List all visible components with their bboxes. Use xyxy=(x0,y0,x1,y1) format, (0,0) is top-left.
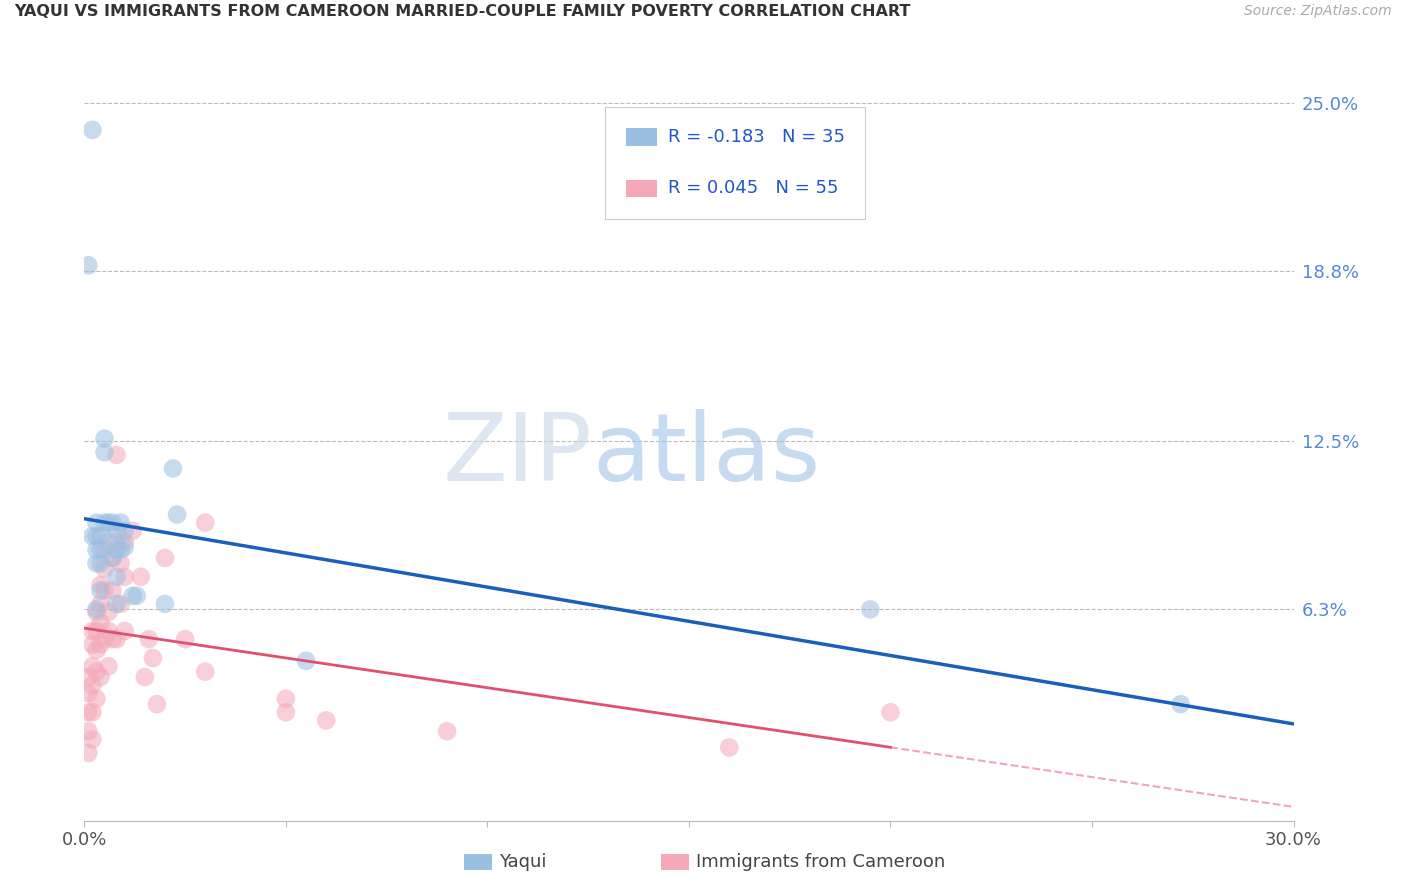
Point xyxy=(153,597,176,611)
Point xyxy=(86,665,108,679)
Point xyxy=(105,534,128,549)
Point xyxy=(295,654,318,668)
Point xyxy=(162,461,184,475)
Point xyxy=(101,583,124,598)
Point xyxy=(97,534,120,549)
Point xyxy=(86,556,108,570)
Point xyxy=(101,550,124,565)
Point xyxy=(89,583,111,598)
Point xyxy=(86,691,108,706)
Point xyxy=(82,624,104,638)
Point xyxy=(89,578,111,592)
Point xyxy=(105,570,128,584)
Point xyxy=(97,605,120,619)
Point xyxy=(86,542,108,557)
Point xyxy=(77,686,100,700)
Text: YAQUI VS IMMIGRANTS FROM CAMEROON MARRIED-COUPLE FAMILY POVERTY CORRELATION CHAR: YAQUI VS IMMIGRANTS FROM CAMEROON MARRIE… xyxy=(14,4,911,20)
Point xyxy=(89,542,111,557)
Point xyxy=(89,638,111,652)
Point xyxy=(77,724,100,739)
Point xyxy=(82,529,104,543)
Point xyxy=(97,516,120,530)
Point xyxy=(110,516,132,530)
Point xyxy=(82,123,104,137)
Point xyxy=(93,632,115,647)
Point xyxy=(121,589,143,603)
Point xyxy=(315,714,337,728)
Point xyxy=(110,542,132,557)
Point xyxy=(436,724,458,739)
Point xyxy=(93,432,115,446)
Point xyxy=(194,516,217,530)
Point xyxy=(114,540,136,554)
Point xyxy=(89,556,111,570)
Point xyxy=(138,632,160,647)
Point xyxy=(153,550,176,565)
Point xyxy=(93,445,115,459)
Point xyxy=(82,706,104,720)
Point xyxy=(101,550,124,565)
Point xyxy=(110,597,132,611)
Point xyxy=(114,534,136,549)
Point xyxy=(105,632,128,647)
Point xyxy=(146,697,169,711)
Point xyxy=(82,732,104,747)
Point xyxy=(101,516,124,530)
Text: atlas: atlas xyxy=(592,409,821,501)
Point xyxy=(105,597,128,611)
Point xyxy=(82,678,104,692)
Point xyxy=(86,529,108,543)
Text: ZIP: ZIP xyxy=(443,409,592,501)
Text: Yaqui: Yaqui xyxy=(499,853,547,871)
Point xyxy=(86,516,108,530)
Point xyxy=(110,556,132,570)
Point xyxy=(77,258,100,272)
Point xyxy=(105,448,128,462)
Point xyxy=(134,670,156,684)
Point xyxy=(77,670,100,684)
Text: R = 0.045   N = 55: R = 0.045 N = 55 xyxy=(668,179,838,197)
Point xyxy=(114,570,136,584)
Point xyxy=(105,542,128,557)
Point xyxy=(86,624,108,638)
Point xyxy=(93,542,115,557)
Text: R = -0.183   N = 35: R = -0.183 N = 35 xyxy=(668,128,845,146)
Point xyxy=(97,624,120,638)
Point xyxy=(89,615,111,630)
Point xyxy=(174,632,197,647)
Point xyxy=(77,746,100,760)
Point xyxy=(105,524,128,538)
Point xyxy=(97,659,120,673)
Point xyxy=(93,562,115,576)
Point xyxy=(121,524,143,538)
Point xyxy=(86,643,108,657)
Point xyxy=(93,583,115,598)
Point xyxy=(89,597,111,611)
Point xyxy=(114,624,136,638)
Point xyxy=(86,605,108,619)
Text: Immigrants from Cameroon: Immigrants from Cameroon xyxy=(696,853,945,871)
Point xyxy=(82,638,104,652)
Point xyxy=(82,659,104,673)
Point xyxy=(89,670,111,684)
Point xyxy=(77,706,100,720)
Point xyxy=(101,632,124,647)
Point xyxy=(142,651,165,665)
Point xyxy=(166,508,188,522)
Point xyxy=(129,570,152,584)
Point xyxy=(194,665,217,679)
Point xyxy=(93,516,115,530)
Point xyxy=(274,706,297,720)
Text: Source: ZipAtlas.com: Source: ZipAtlas.com xyxy=(1244,4,1392,19)
Point xyxy=(718,740,741,755)
Point xyxy=(114,524,136,538)
Point xyxy=(859,602,882,616)
Point xyxy=(1170,697,1192,711)
Point xyxy=(125,589,148,603)
Point xyxy=(274,691,297,706)
Point xyxy=(89,529,111,543)
Point xyxy=(879,706,901,720)
Point xyxy=(86,602,108,616)
